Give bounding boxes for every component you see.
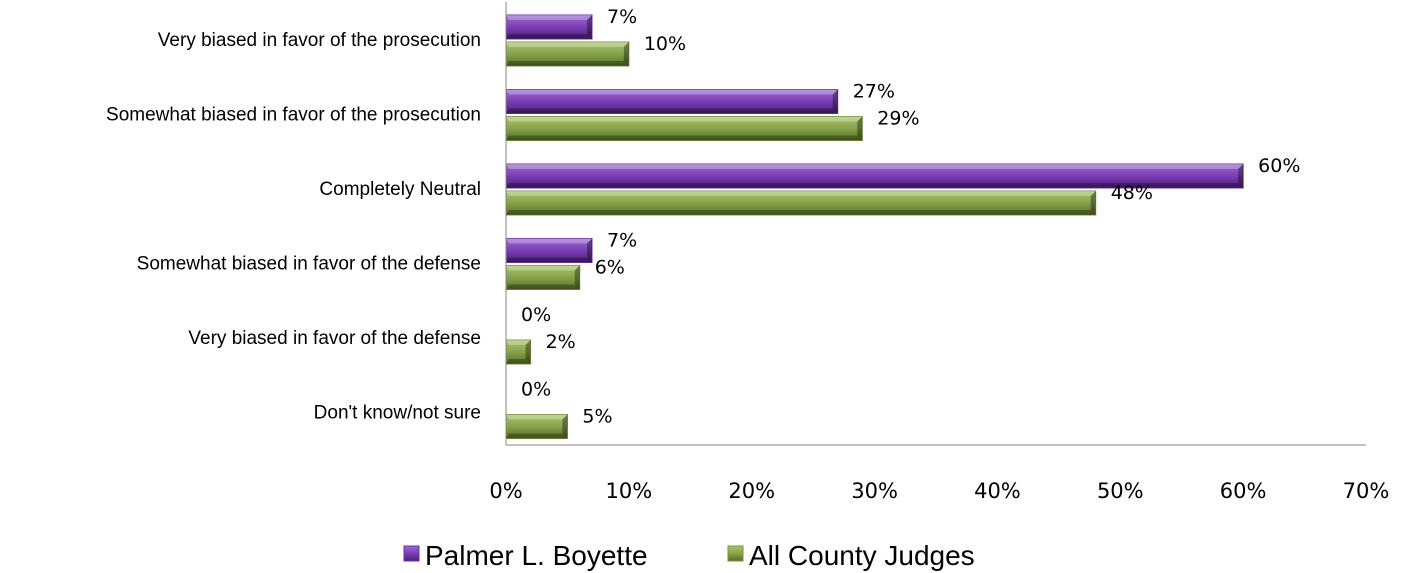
bar-all-county-judges-6 (505, 414, 568, 439)
x-tick-label-8: 70% (1343, 479, 1390, 503)
bar-bevel-top-palmer-l-boyette-4 (506, 238, 592, 244)
bar-bevel-bottom-all-county-judges-4 (506, 284, 580, 290)
bar-bevel-bottom-all-county-judges-5 (506, 359, 531, 364)
value-label-all-county-judges-5: 2% (546, 331, 576, 353)
value-label-palmer-l-boyette-3: 60% (1258, 155, 1300, 177)
bar-bevel-end-all-county-judges-6 (562, 414, 568, 439)
x-tick-label-7: 60% (1220, 479, 1267, 503)
value-label-palmer-l-boyette-4: 7% (607, 230, 637, 252)
bar-bevel-bottom-palmer-l-boyette-2 (506, 108, 838, 114)
category-label-4: Somewhat biased in favor of the defense (137, 253, 481, 274)
x-tick-label-6: 50% (1097, 479, 1144, 503)
bar-bevel-end-palmer-l-boyette-1 (587, 15, 592, 39)
value-label-palmer-l-boyette-5: 0% (521, 304, 551, 326)
legend-label-all-county-judges: All County Judges (749, 540, 975, 571)
bar-palmer-l-boyette-3 (505, 163, 1244, 189)
legend-label-palmer-l-boyette: Palmer L. Boyette (425, 540, 648, 571)
bar-bevel-bottom-all-county-judges-6 (506, 433, 568, 439)
x-tick-label-5: 40% (974, 479, 1021, 503)
x-tick-label-3: 20% (728, 479, 775, 503)
bar-bevel-end-all-county-judges-1 (623, 42, 629, 66)
bar-bevel-end-all-county-judges-4 (574, 265, 580, 290)
bar-bevel-end-all-county-judges-5 (525, 340, 531, 364)
bar-bevel-end-all-county-judges-2 (857, 116, 863, 141)
value-label-palmer-l-boyette-1: 7% (607, 6, 637, 28)
bar-bevel-end-palmer-l-boyette-3 (1238, 164, 1244, 188)
category-label-1: Very biased in favor of the prosecution (158, 30, 481, 51)
bar-bevel-bottom-palmer-l-boyette-1 (506, 34, 592, 39)
value-label-palmer-l-boyette-2: 27% (853, 81, 895, 103)
bar-all-county-judges-2 (505, 116, 863, 141)
bar-bevel-top-palmer-l-boyette-3 (506, 164, 1244, 169)
bar-bevel-top-palmer-l-boyette-2 (506, 89, 838, 95)
bar-bevel-top-all-county-judges-2 (506, 116, 863, 122)
legend-swatch-all-county-judges (727, 545, 744, 562)
x-tick-label-4: 30% (851, 479, 898, 503)
bar-bevel-top-all-county-judges-4 (506, 265, 580, 271)
category-label-5: Very biased in favor of the defense (188, 328, 481, 349)
bar-palmer-l-boyette-2 (505, 89, 839, 114)
value-label-all-county-judges-2: 29% (877, 108, 919, 130)
bar-all-county-judges-5 (505, 339, 532, 365)
category-label-2: Somewhat biased in favor of the prosecut… (106, 104, 481, 125)
category-label-3: Completely Neutral (319, 179, 481, 200)
value-label-all-county-judges-3: 48% (1111, 182, 1153, 204)
bar-bevel-end-palmer-l-boyette-2 (832, 89, 838, 114)
bar-bevel-bottom-palmer-l-boyette-4 (506, 257, 592, 263)
value-label-all-county-judges-4: 6% (595, 257, 625, 279)
bar-bevel-end-palmer-l-boyette-4 (587, 238, 592, 263)
bar-bevel-bottom-palmer-l-boyette-3 (506, 183, 1244, 188)
bar-bevel-top-all-county-judges-6 (506, 414, 568, 420)
value-label-palmer-l-boyette-6: 0% (521, 379, 551, 401)
bar-bevel-top-all-county-judges-5 (506, 340, 531, 345)
value-label-all-county-judges-6: 5% (582, 406, 612, 428)
legend-swatch-palmer-l-boyette (403, 545, 420, 562)
bar-bevel-top-palmer-l-boyette-1 (506, 15, 592, 20)
bar-bevel-end-all-county-judges-3 (1090, 191, 1096, 215)
bar-bevel-bottom-all-county-judges-2 (506, 135, 863, 141)
value-label-all-county-judges-1: 10% (644, 33, 686, 55)
x-tick-label-1: 0% (489, 479, 522, 503)
bar-all-county-judges-1 (505, 41, 630, 67)
category-label-6: Don't know/not sure (314, 402, 481, 423)
bar-bevel-top-all-county-judges-1 (506, 42, 629, 47)
bar-bevel-top-all-county-judges-3 (506, 191, 1096, 196)
bar-bevel-bottom-all-county-judges-1 (506, 61, 629, 66)
bar-bevel-bottom-all-county-judges-3 (506, 210, 1096, 215)
x-tick-label-2: 10% (606, 479, 653, 503)
